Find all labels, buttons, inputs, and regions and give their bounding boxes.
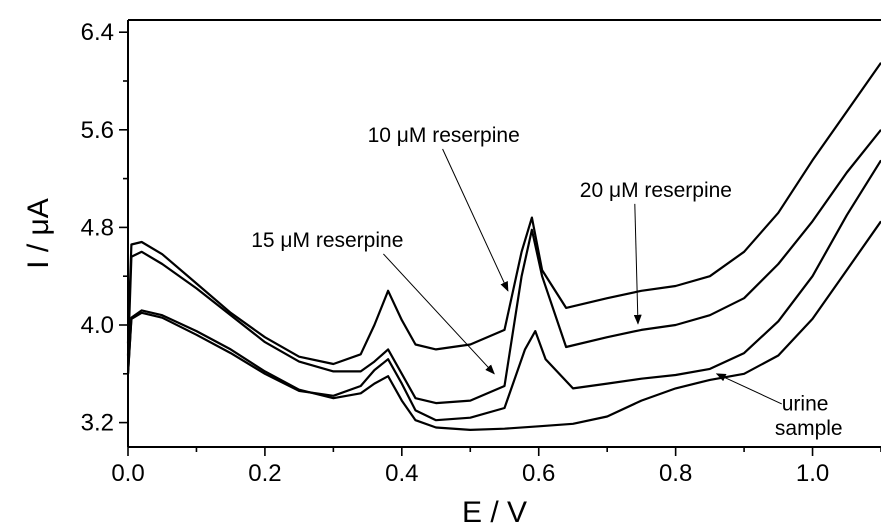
annotation-arrow (633, 203, 642, 325)
y-tick-label: 4.0 (81, 312, 114, 339)
x-axis-label: E / V (462, 496, 527, 524)
annotation-arrow (383, 253, 495, 375)
x-tick-label: 0.4 (385, 460, 418, 487)
y-tick-label: 4.8 (81, 214, 114, 241)
y-axis-label: I / μA (22, 198, 55, 269)
annotation-arrow (715, 373, 782, 405)
y-tick-label: 6.4 (81, 19, 114, 46)
x-tick-label: 0.6 (522, 460, 555, 487)
annotation-label: sample (775, 417, 843, 440)
series-line-3 (126, 129, 881, 405)
x-tick-label: 0.8 (659, 460, 692, 487)
series-line-1 (126, 220, 881, 431)
annotation-label: 15 μM reserpine (251, 229, 403, 252)
y-tick-label: 5.6 (81, 117, 114, 144)
series-line-4 (126, 62, 881, 366)
annotation-label: 20 μM reserpine (580, 179, 732, 202)
annotation-arrow (442, 148, 509, 292)
annotations: 10 μM reserpine 20 μM reserpine 15 μM rese… (251, 124, 842, 440)
annotation-label: urine (782, 392, 829, 415)
y-tick-label: 3.2 (81, 410, 114, 437)
curves (126, 62, 881, 431)
series-line-2 (126, 159, 881, 422)
axes: 3.2 4.0 4.8 5.6 6.4 0.0 0.2 0.4 0.6 0.8 1.0 (81, 19, 881, 487)
x-tick-label: 0.0 (111, 460, 144, 487)
annotation-label: 10 μM reserpine (368, 124, 520, 147)
x-tick-label: 1.0 (796, 460, 829, 487)
x-tick-label: 0.2 (248, 460, 281, 487)
